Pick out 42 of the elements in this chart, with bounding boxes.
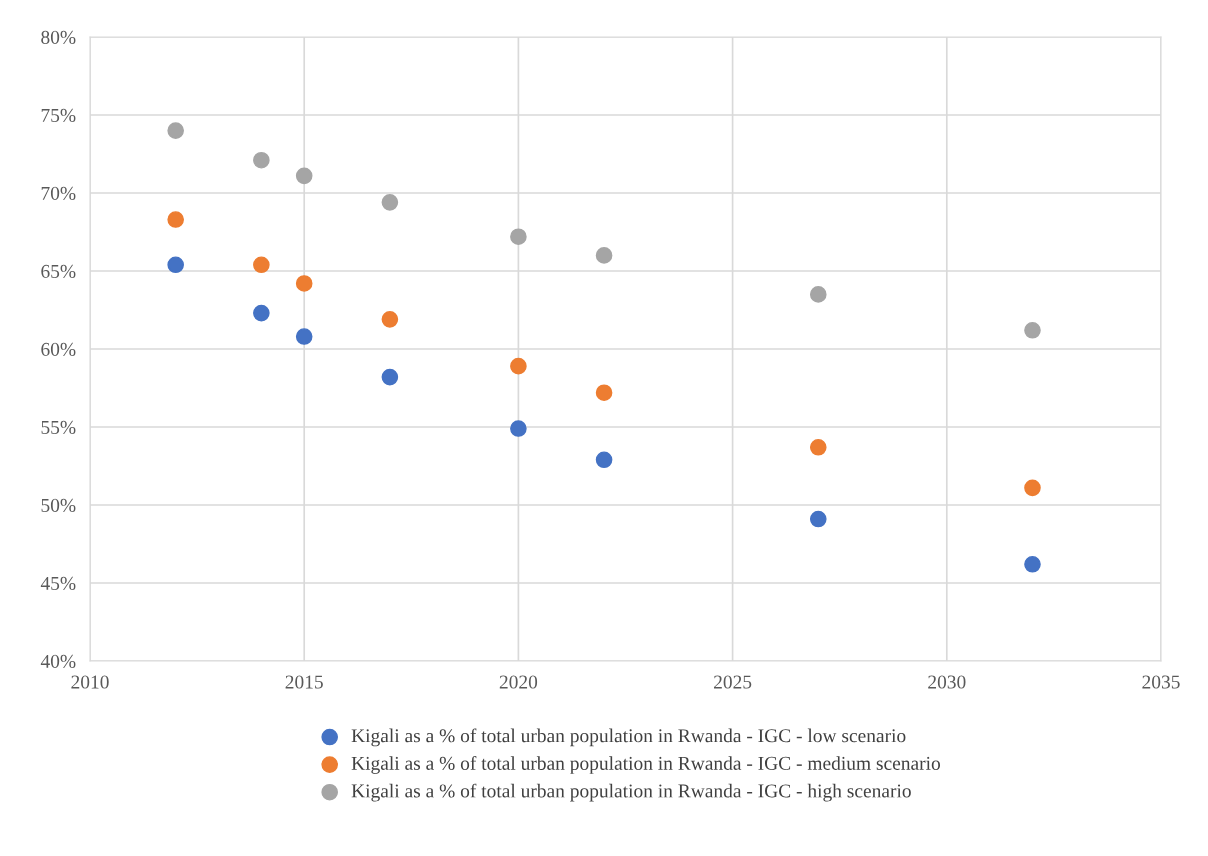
point — [1024, 479, 1041, 497]
y-tick-label: 80% — [41, 30, 76, 44]
point — [253, 151, 270, 169]
point — [595, 247, 613, 264]
point — [167, 122, 184, 139]
point — [510, 357, 527, 375]
y-tick-label: 65% — [41, 264, 76, 278]
point — [167, 256, 184, 274]
y-tick-label: 70% — [41, 186, 76, 200]
point — [381, 368, 399, 386]
point — [253, 304, 270, 322]
x-tick-label: 2020 — [499, 675, 538, 689]
point — [295, 167, 313, 185]
point — [253, 256, 270, 274]
x-tick-label: 2010 — [71, 675, 109, 689]
point — [809, 438, 827, 456]
point — [381, 194, 399, 211]
point — [595, 384, 613, 401]
point — [381, 311, 399, 328]
y-tick-label: 50% — [41, 498, 76, 512]
y-tick-label: 75% — [41, 108, 76, 122]
point — [510, 228, 527, 245]
y-tick-label: 45% — [40, 576, 76, 590]
point — [167, 211, 184, 228]
legend-label: Kigali as a % of total urban population in Rwanda - IGC - low scenario — [351, 728, 906, 747]
legend-label: Kigali as a % of total urban population in Rwanda - IGC - high scenario — [351, 783, 911, 802]
point — [510, 420, 527, 437]
point — [809, 286, 827, 303]
point — [295, 328, 313, 345]
point — [809, 510, 827, 528]
y-tick-label: 55% — [41, 420, 76, 434]
point — [595, 451, 613, 469]
y-tick-label: 40% — [40, 654, 76, 668]
x-tick-label: 2015 — [285, 675, 323, 689]
point — [295, 275, 313, 292]
x-tick-label: 2035 — [1142, 675, 1180, 689]
point — [1024, 555, 1041, 573]
point — [1024, 321, 1041, 339]
x-tick-label: 2030 — [928, 675, 966, 689]
y-tick-label: 60% — [41, 342, 76, 356]
legend-label: Kigali as a % of total urban population in Rwanda - IGC - medium scenario — [351, 756, 940, 774]
x-tick-label: 2025 — [714, 675, 752, 689]
